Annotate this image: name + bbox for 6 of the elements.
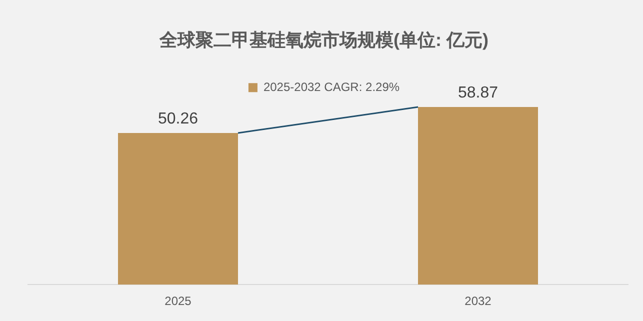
data-label: 58.87 [458, 84, 498, 102]
data-label: 50.26 [158, 110, 198, 128]
legend-label: 2025-2032 CAGR: 2.29% [263, 80, 400, 94]
chart-title: 全球聚二甲基硅氧烷市场规模(单位: 亿元) [158, 30, 488, 50]
x-tick-label: 2032 [464, 294, 492, 308]
x-tick-label: 2025 [164, 294, 192, 308]
